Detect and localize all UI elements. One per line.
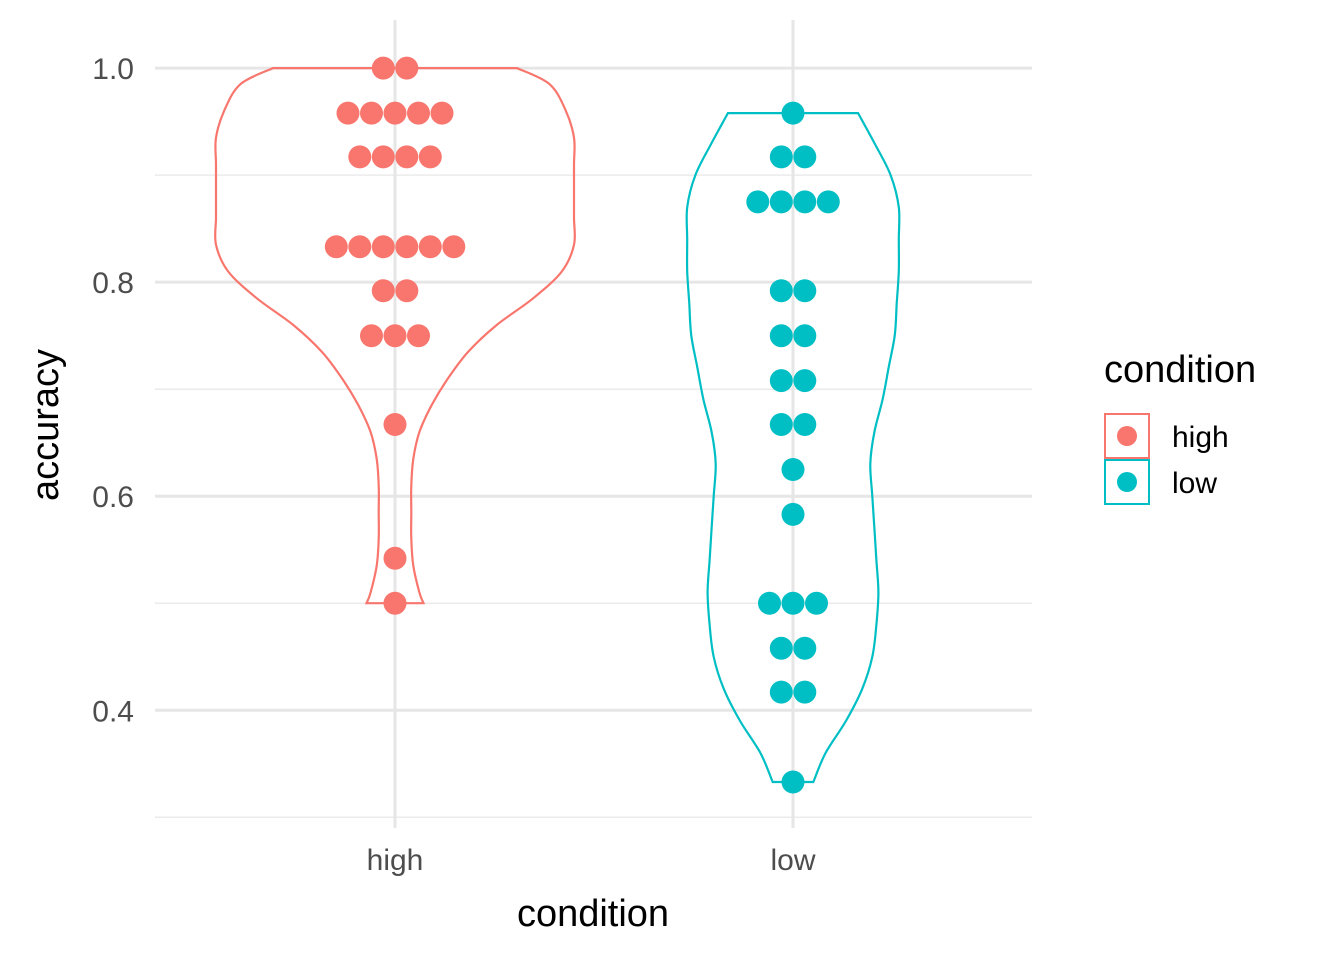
data-point-low <box>781 502 805 526</box>
y-axis-ticks: 0.4 0.6 0.8 1.0 <box>92 53 134 728</box>
legend-key-high <box>1104 413 1150 459</box>
data-point-low <box>769 324 793 348</box>
data-point-low <box>769 279 793 303</box>
data-point-low <box>758 591 781 615</box>
data-point-high <box>383 413 407 436</box>
data-point-low <box>781 458 805 481</box>
data-point-low <box>793 413 817 436</box>
data-point-high <box>348 235 372 259</box>
data-points <box>324 56 840 794</box>
data-point-low <box>816 190 840 214</box>
x-axis-ticks: high low <box>367 844 816 877</box>
legend-label-low: low <box>1172 467 1217 500</box>
y-tick-label: 0.4 <box>92 695 134 728</box>
data-point-high <box>383 591 407 615</box>
data-point-low <box>793 145 817 169</box>
y-tick-label: 0.6 <box>92 481 134 514</box>
data-point-high <box>418 235 442 259</box>
data-point-high <box>407 324 430 348</box>
data-point-high <box>371 279 395 303</box>
data-point-low <box>793 190 817 214</box>
data-point-low <box>781 591 805 615</box>
data-point-high <box>383 324 407 348</box>
data-point-high <box>395 56 419 80</box>
data-point-high <box>383 546 407 570</box>
legend-dot-high <box>1117 426 1137 446</box>
data-point-low <box>793 680 817 704</box>
legend-title: condition <box>1104 349 1256 391</box>
legend-dot-low <box>1117 472 1137 492</box>
violin-low <box>685 112 901 784</box>
data-point-low <box>769 369 793 393</box>
data-point-low <box>793 324 817 348</box>
legend-label-high: high <box>1172 421 1229 454</box>
data-point-low <box>769 636 793 660</box>
data-point-low <box>781 770 805 794</box>
data-point-high <box>360 101 383 125</box>
x-tick-label: low <box>770 844 815 877</box>
y-axis-title: accuracy <box>25 349 67 501</box>
data-point-low <box>781 101 805 125</box>
data-point-low <box>793 636 817 660</box>
data-point-high <box>336 101 360 125</box>
grid-lines <box>155 20 1032 828</box>
violin-high <box>214 67 576 605</box>
data-point-low <box>746 190 770 214</box>
legend-entries: high low <box>1104 413 1229 505</box>
data-point-high <box>442 235 466 259</box>
data-point-low <box>769 145 793 169</box>
data-point-low <box>769 413 793 436</box>
violins <box>214 67 901 784</box>
data-point-high <box>348 145 372 169</box>
data-point-high <box>407 101 430 125</box>
legend-key-low <box>1104 459 1150 505</box>
data-point-high <box>383 101 407 125</box>
data-point-low <box>769 190 793 214</box>
data-point-high <box>430 101 454 125</box>
data-point-high <box>418 145 442 169</box>
data-point-low <box>769 680 793 704</box>
y-tick-label: 0.8 <box>92 267 134 300</box>
x-axis-title: condition <box>517 893 669 935</box>
data-point-low <box>793 369 817 393</box>
data-point-high <box>371 145 395 169</box>
data-point-low <box>793 279 817 303</box>
data-point-high <box>371 235 395 259</box>
data-point-high <box>395 235 419 259</box>
data-point-high <box>395 279 419 303</box>
y-tick-label: 1.0 <box>92 53 134 86</box>
data-point-high <box>360 324 383 348</box>
data-point-high <box>371 56 395 80</box>
legend: condition high low <box>1104 349 1256 505</box>
data-point-low <box>805 591 828 615</box>
data-point-high <box>324 235 348 259</box>
x-tick-label: high <box>367 844 424 877</box>
data-point-high <box>395 145 419 169</box>
